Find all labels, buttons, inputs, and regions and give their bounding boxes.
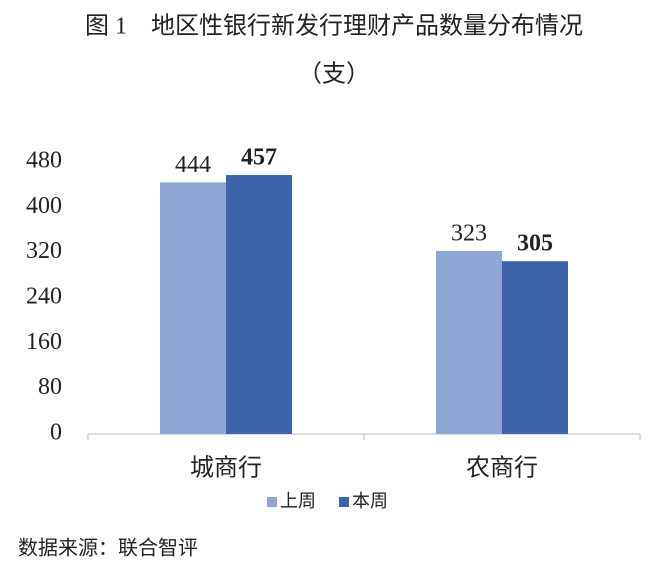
bar <box>502 261 568 434</box>
y-tick-label: 480 <box>26 148 62 174</box>
y-tick-label: 400 <box>26 193 62 219</box>
y-tick-label: 80 <box>38 374 62 400</box>
data-label: 444 <box>175 152 211 178</box>
legend-label: 本周 <box>352 491 388 511</box>
legend-label: 上周 <box>280 491 316 511</box>
x-tick-label: 农商行 <box>466 455 538 482</box>
data-label: 457 <box>241 145 277 171</box>
y-tick-label: 240 <box>26 284 62 310</box>
chart-subtitle: （支） <box>298 61 370 88</box>
y-tick-label: 160 <box>26 329 62 355</box>
source-note: 数据来源：联合智评 <box>18 537 198 560</box>
x-tick-label: 城商行 <box>190 455 262 482</box>
data-label: 305 <box>517 231 553 257</box>
chart-title: 图 1 地区性银行新发行理财产品数量分布情况 <box>85 13 583 40</box>
y-tick-label: 0 <box>50 420 62 446</box>
data-label: 323 <box>451 220 487 246</box>
bar <box>160 182 226 434</box>
bar <box>436 250 502 434</box>
bar <box>226 175 292 435</box>
legend-swatch <box>339 497 349 507</box>
y-tick-label: 320 <box>26 238 62 264</box>
legend-swatch <box>267 497 277 507</box>
